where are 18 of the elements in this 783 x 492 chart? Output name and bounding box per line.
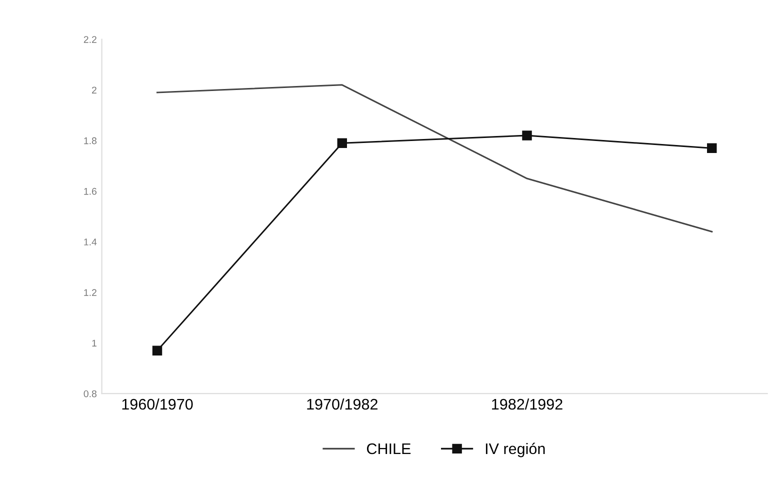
y-tick-label: 1.4 — [84, 238, 97, 246]
y-tick-label: 1.2 — [84, 289, 96, 296]
y-tick-label: 1.8 — [84, 137, 97, 144]
point — [152, 346, 162, 356]
legend-label: CHILE — [366, 443, 411, 454]
point — [337, 138, 347, 148]
point — [522, 130, 532, 140]
x-tick-label: 1970/1982 — [307, 398, 378, 410]
y-tick-label: 0.8 — [84, 390, 97, 398]
y-tick-label: 2.2 — [84, 36, 96, 43]
point — [707, 143, 717, 154]
legend-label: IV región — [486, 442, 545, 458]
y-tick-label: 1 — [92, 340, 96, 347]
y-tick-label: 2 — [92, 86, 96, 94]
x-tick-label: 1960/1970 — [122, 398, 193, 410]
line-series — [156, 84, 713, 232]
x-tick-label: 1982/1992 — [492, 398, 562, 410]
y-tick-label: 1.6 — [84, 188, 97, 195]
